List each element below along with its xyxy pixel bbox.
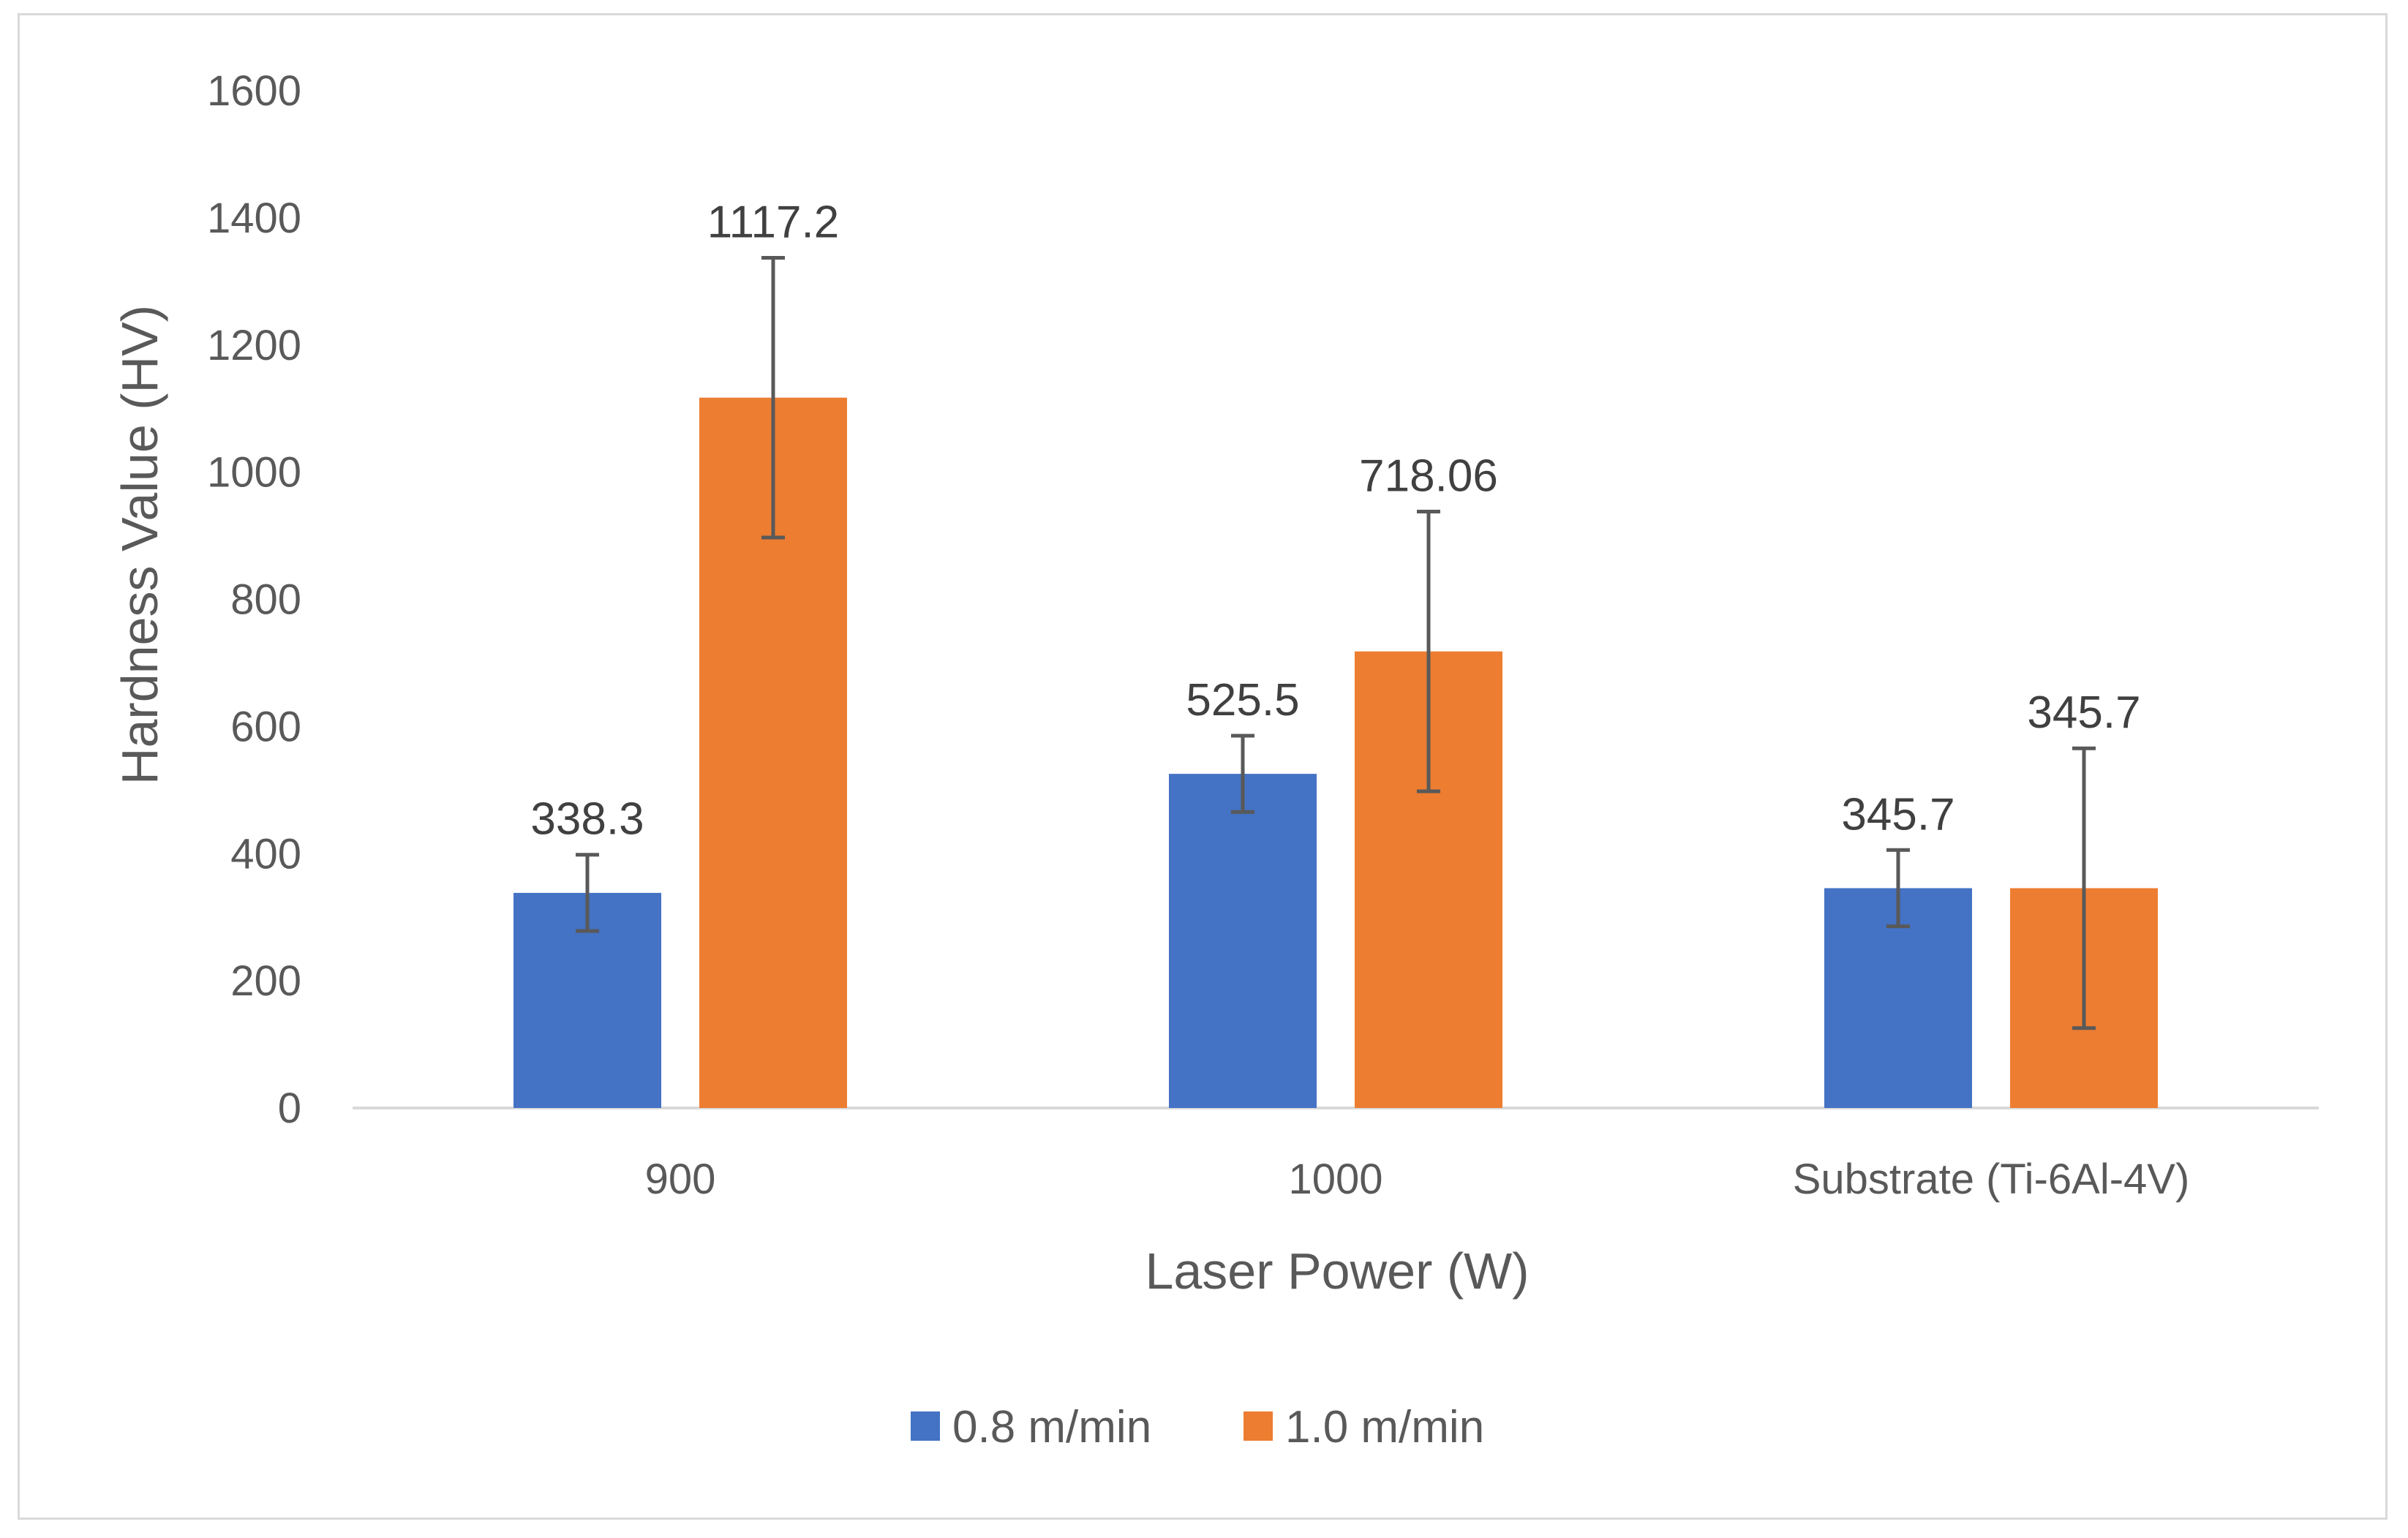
data-label-0-1: 525.5 xyxy=(1186,675,1299,725)
legend-label-0-8: 0.8 m/min xyxy=(952,1402,1151,1452)
error-bar-0-2 xyxy=(1886,848,1910,929)
y-tick-label: 1000 xyxy=(207,449,301,497)
bars xyxy=(513,397,2158,1108)
y-tick-label: 800 xyxy=(230,576,301,624)
data-label-0-0: 338.3 xyxy=(530,794,644,845)
data-label-0-2: 345.7 xyxy=(1841,789,1954,840)
y-tick-label: 0 xyxy=(278,1085,301,1132)
x-tick-label: 1000 xyxy=(1288,1156,1382,1203)
legend-swatch-0-8 xyxy=(911,1411,940,1441)
data-label-1-2: 345.7 xyxy=(2027,687,2140,738)
error-bar-1-2 xyxy=(2072,746,2096,1030)
data-label-1-0: 1117.2 xyxy=(707,197,839,247)
y-axis-title: Hardness Value (HV) xyxy=(111,305,168,785)
legend-label-1-0: 1.0 m/min xyxy=(1285,1402,1484,1452)
chart-frame xyxy=(18,13,2388,1520)
x-axis-title: Laser Power (W) xyxy=(1145,1243,1529,1300)
data-label-1-1: 718.06 xyxy=(1359,451,1498,501)
error-bar-0-0 xyxy=(576,853,599,933)
error-bar-0-1 xyxy=(1231,734,1254,814)
y-tick-label: 200 xyxy=(230,957,301,1005)
legend-swatch-1-0 xyxy=(1243,1411,1273,1441)
x-tick-label: 900 xyxy=(645,1156,716,1203)
y-tick-label: 400 xyxy=(230,830,301,878)
error-bars xyxy=(576,255,2096,1030)
y-tick-label: 1200 xyxy=(207,322,301,369)
x-tick-label: Substrate (Ti-6Al-4V) xyxy=(1793,1156,2190,1203)
error-bar-1-1 xyxy=(1417,509,1440,793)
legend: 0.8 m/min 1.0 m/min xyxy=(911,1402,1484,1452)
y-tick-label: 1400 xyxy=(207,195,301,242)
y-axis-ticks: 0 200 400 600 800 1000 1200 1400 1600 xyxy=(207,67,301,1132)
bar-0-8-m-min-1 xyxy=(1169,774,1317,1108)
data-labels: 338.3 1117.2 525.5 718.06 345.7 345.7 xyxy=(530,197,2140,844)
y-tick-label: 1600 xyxy=(207,67,301,115)
error-bar-1-0 xyxy=(761,255,785,540)
y-tick-label: 600 xyxy=(230,703,301,750)
x-axis-ticks: 900 1000 Substrate (Ti-6Al-4V) xyxy=(645,1156,2190,1203)
